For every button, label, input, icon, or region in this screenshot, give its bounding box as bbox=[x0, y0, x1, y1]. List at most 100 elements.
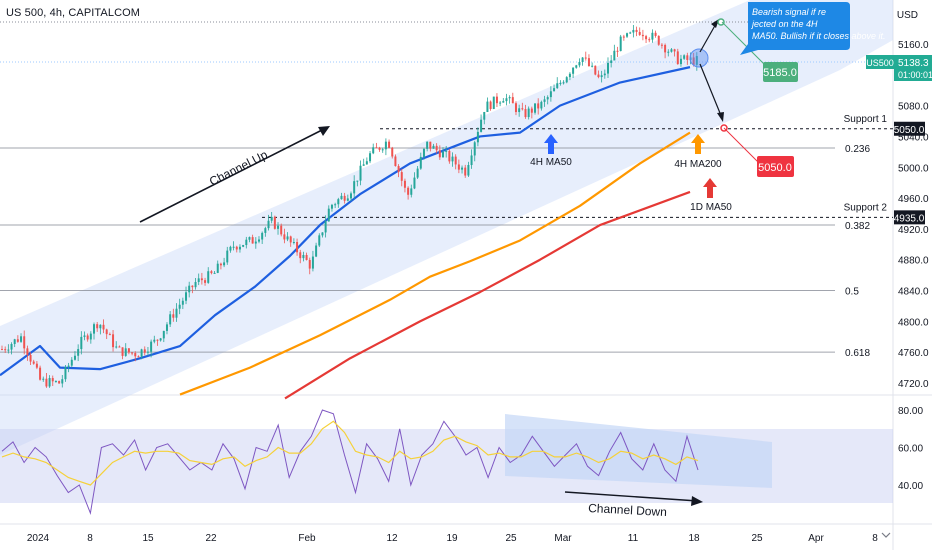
candle-body bbox=[26, 348, 29, 355]
ma50-arrow-icon bbox=[544, 134, 558, 154]
time-tick-13: 8 bbox=[872, 533, 878, 544]
candle-body bbox=[397, 166, 400, 173]
candle-body bbox=[143, 349, 146, 353]
candle-body bbox=[581, 57, 584, 63]
candle-body bbox=[692, 57, 695, 65]
candle-body bbox=[365, 161, 368, 165]
candle-body bbox=[673, 49, 676, 52]
bearish-projection-line bbox=[699, 63, 723, 119]
candle-body bbox=[315, 245, 318, 257]
candle-body bbox=[334, 204, 337, 206]
candle-body bbox=[359, 165, 362, 181]
candle-body bbox=[565, 77, 568, 83]
candle-body bbox=[413, 177, 416, 189]
red-target-text: 5050.0 bbox=[758, 162, 792, 174]
candle-body bbox=[375, 147, 378, 149]
candle-body bbox=[410, 188, 413, 195]
candle-body bbox=[553, 88, 556, 92]
candle-body bbox=[289, 236, 292, 243]
bullish-projection-line bbox=[699, 21, 718, 53]
candle-body bbox=[42, 378, 45, 380]
candle-body bbox=[426, 141, 429, 149]
candle-body bbox=[635, 29, 638, 32]
price-tick-4: 5000.0 bbox=[898, 163, 929, 174]
price-tick-6: 4920.0 bbox=[898, 225, 929, 236]
candle-body bbox=[457, 164, 460, 170]
bullish-target-dot bbox=[717, 18, 725, 26]
candle-body bbox=[134, 353, 137, 357]
candle-body bbox=[172, 314, 175, 318]
candle-body bbox=[188, 285, 191, 293]
candle-body bbox=[200, 278, 203, 281]
price-tick-7: 4880.0 bbox=[898, 256, 929, 267]
candle-body bbox=[20, 336, 23, 342]
chevron-down-icon bbox=[881, 532, 891, 538]
candle-body bbox=[70, 359, 73, 366]
bearish-projection-arrowhead bbox=[717, 112, 724, 122]
channel-up-band bbox=[0, 0, 893, 455]
candle-body bbox=[470, 155, 473, 166]
support-price-tag-text-1: 5050.0 bbox=[894, 125, 925, 136]
candle-body bbox=[13, 339, 16, 344]
candle-body bbox=[146, 351, 149, 353]
candle-body bbox=[648, 39, 651, 41]
green-target-box bbox=[763, 62, 798, 82]
candle-body bbox=[378, 147, 381, 150]
candle-body bbox=[388, 141, 391, 148]
red-target-connector bbox=[723, 127, 761, 165]
candle-body bbox=[77, 349, 80, 356]
candle-body bbox=[159, 338, 162, 341]
candle-body bbox=[594, 65, 597, 75]
time-tick-10: 18 bbox=[688, 533, 700, 544]
candle-body bbox=[39, 367, 42, 380]
ma50-label: 4H MA50 bbox=[530, 157, 572, 168]
rsi-line-1 bbox=[1, 420, 699, 486]
time-tick-12: Apr bbox=[808, 533, 824, 544]
time-tick-7: 25 bbox=[505, 533, 517, 544]
candle-body bbox=[435, 145, 438, 151]
candle-body bbox=[105, 329, 108, 335]
candle-body bbox=[16, 339, 19, 342]
time-tick-8: Mar bbox=[554, 533, 572, 544]
candle-body bbox=[181, 300, 184, 305]
price-tick-8: 4840.0 bbox=[898, 287, 929, 298]
candle-body bbox=[540, 101, 543, 109]
candle-body bbox=[464, 167, 467, 176]
candle-body bbox=[495, 96, 498, 104]
candle-body bbox=[216, 263, 219, 273]
candle-body bbox=[108, 334, 111, 336]
candle-body bbox=[35, 363, 38, 368]
price-tag-countdown: 01:00:01 bbox=[898, 70, 932, 80]
candle-body bbox=[305, 254, 308, 260]
candle-body bbox=[223, 262, 226, 266]
candle-body bbox=[429, 141, 432, 149]
candle-body bbox=[613, 50, 616, 61]
candle-body bbox=[261, 232, 264, 240]
candle-body bbox=[438, 150, 441, 158]
fib-label-0: 0.236 bbox=[845, 144, 870, 155]
candle-body bbox=[89, 333, 92, 340]
d1-ma50-arrow-icon bbox=[703, 178, 717, 198]
candle-body bbox=[45, 378, 48, 387]
candle-body bbox=[121, 347, 124, 356]
candle-body bbox=[162, 330, 165, 339]
time-tick-1: 8 bbox=[87, 533, 93, 544]
rejection-circle bbox=[689, 48, 709, 68]
candle-body bbox=[337, 199, 340, 205]
currency-label: USD bbox=[896, 10, 918, 21]
fib-label-1: 0.382 bbox=[845, 221, 870, 232]
support-price-tag-2 bbox=[894, 210, 925, 225]
candle-body bbox=[346, 198, 349, 201]
candle-body bbox=[73, 355, 76, 360]
candle-body bbox=[4, 349, 7, 351]
ma200-label: 4H MA200 bbox=[674, 159, 722, 170]
candle-body bbox=[486, 101, 489, 113]
candle-body bbox=[419, 156, 422, 169]
candle-body bbox=[343, 195, 346, 201]
candle-body bbox=[86, 335, 89, 340]
candle-body bbox=[115, 346, 118, 348]
candle-body bbox=[327, 208, 330, 222]
candle-body bbox=[213, 272, 216, 274]
